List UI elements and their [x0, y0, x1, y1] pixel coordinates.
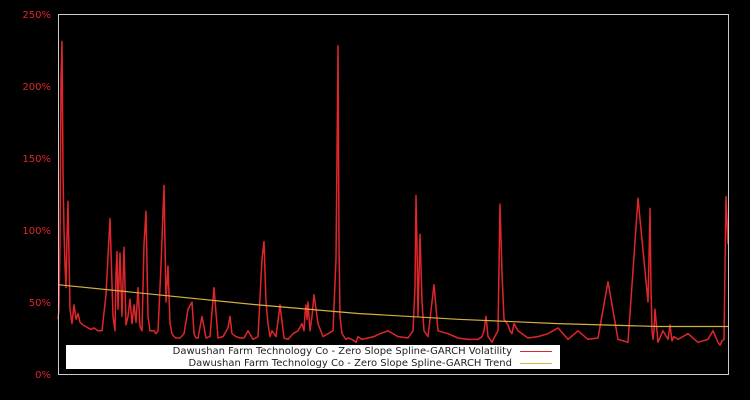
- y-tick-label: 200%: [22, 82, 51, 93]
- trend-line: [57, 284, 728, 328]
- y-tick-label: 100%: [22, 226, 51, 237]
- legend: Dawushan Farm Technology Co - Zero Slope…: [66, 345, 560, 369]
- legend-swatch-trend: [520, 362, 552, 364]
- y-tick-label: 150%: [22, 154, 51, 165]
- y-axis-ticks: 0% 50% 100% 150% 200% 250%: [22, 10, 51, 381]
- plot-frame: [58, 14, 729, 375]
- plot-series: [57, 40, 729, 346]
- legend-item-trend: Dawushan Farm Technology Co - Zero Slope…: [188, 357, 552, 369]
- legend-swatch-volatility: [520, 350, 552, 352]
- y-tick-label: 250%: [22, 10, 51, 21]
- y-tick-label: 0%: [35, 370, 51, 381]
- volatility-line: [57, 40, 729, 346]
- legend-item-volatility: Dawushan Farm Technology Co - Zero Slope…: [173, 345, 552, 357]
- legend-label-trend: Dawushan Farm Technology Co - Zero Slope…: [188, 357, 512, 369]
- y-tick-label: 50%: [29, 298, 51, 309]
- legend-label-volatility: Dawushan Farm Technology Co - Zero Slope…: [172, 345, 512, 357]
